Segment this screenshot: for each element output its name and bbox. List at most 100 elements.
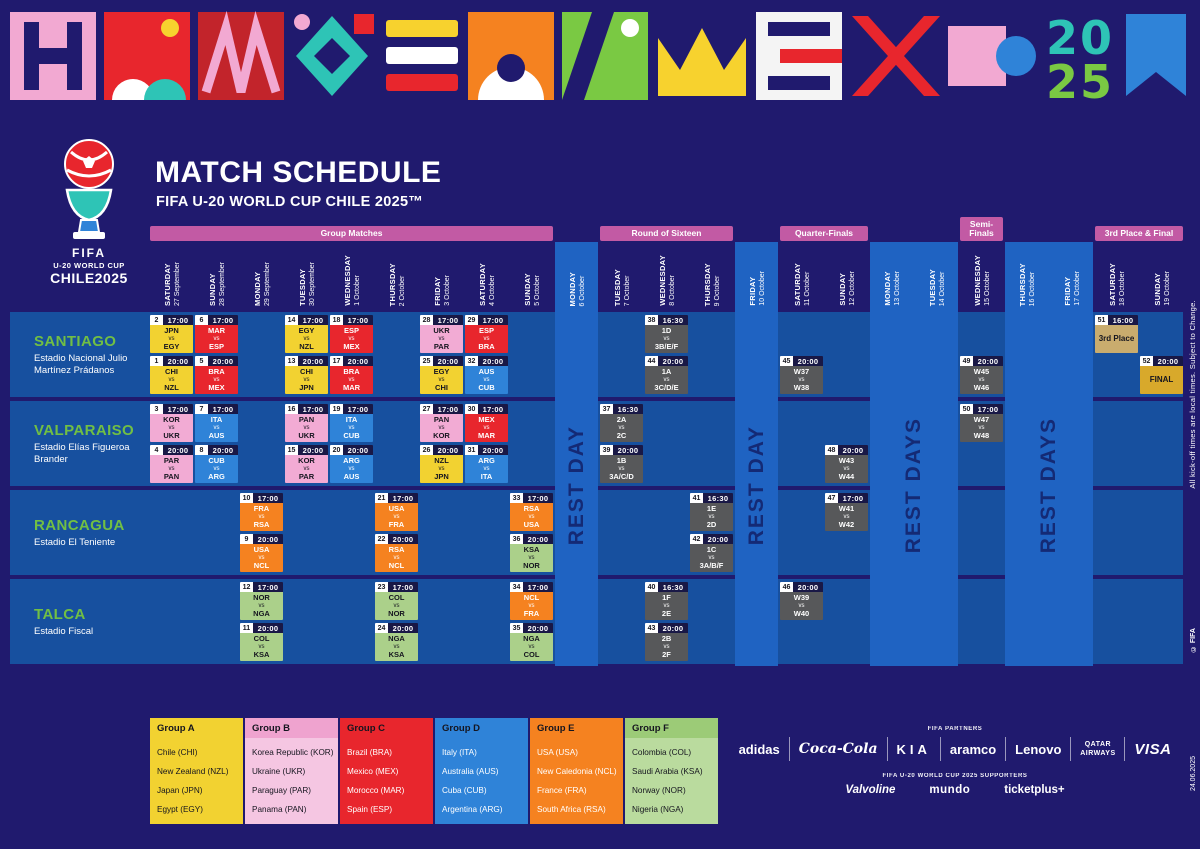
match-teams: USA vs FRA xyxy=(375,503,418,531)
away-team: NOR xyxy=(388,608,405,618)
home-team: RSA xyxy=(388,545,405,554)
vs-label: vs xyxy=(528,602,535,609)
away-team: MEX xyxy=(208,382,225,392)
vs-label: vs xyxy=(213,335,220,342)
date-header-text: TUESDAY 30 September xyxy=(297,262,317,306)
home-team: MAR xyxy=(207,326,226,335)
team-entry: France (FRA) xyxy=(537,786,587,795)
home-team: ARG xyxy=(478,456,495,465)
match-header: 6 17:00 xyxy=(195,315,238,325)
date-day: WEDNESDAY xyxy=(657,255,667,306)
home-team: USA xyxy=(253,545,270,554)
match-time: 17:00 xyxy=(478,315,508,325)
match-teams: W45 vs W46 xyxy=(960,366,1003,394)
venue-city: TALCA xyxy=(34,605,86,623)
match-time: 20:00 xyxy=(163,356,193,366)
match-cell: 4 20:00 PAR vs PAN xyxy=(150,445,193,483)
home-team: 1A xyxy=(661,367,672,376)
rest-label: REST DAY xyxy=(744,424,768,546)
match-time: 17:00 xyxy=(343,404,373,414)
match-teams: FRA vs RSA xyxy=(240,503,283,531)
vs-label: vs xyxy=(978,376,985,383)
date-value: 15 October xyxy=(983,271,991,306)
match-header: 7 17:00 xyxy=(195,404,238,414)
home-team: ESP xyxy=(343,326,359,335)
match-time: 20:00 xyxy=(973,356,1003,366)
match-number: 9 xyxy=(240,534,253,544)
rest-period: REST DAYS xyxy=(1005,242,1093,666)
match-time: 17:00 xyxy=(208,404,238,414)
match-cell: 49 20:00 W45 vs W46 xyxy=(960,356,1003,394)
partner-logo-qatarairways: QATAR AIRWAYS xyxy=(1070,737,1124,761)
date-header: WEDNESDAY 15 October xyxy=(960,244,1003,306)
date-header: THURSDAY 16 October xyxy=(1005,244,1048,306)
match-teams: 3rd Place xyxy=(1095,325,1138,353)
rest-label: REST DAYS xyxy=(1037,416,1060,554)
date-header-text: MONDAY 13 October xyxy=(882,271,902,306)
group-teams: Italy (ITA) Australia (AUS) Cuba (CUB) Arge… xyxy=(435,738,528,824)
phase-header: Round of Sixteen xyxy=(600,226,733,241)
match-cell: 51 16:00 3rd Place xyxy=(1095,315,1138,353)
match-header: 15 20:00 xyxy=(285,445,328,455)
match-header: 43 20:00 xyxy=(645,623,688,633)
match-time: 20:00 xyxy=(523,534,553,544)
match-teams: 1C vs 3A/B/F xyxy=(690,544,733,572)
away-team: NZL xyxy=(164,382,179,392)
date-header: SUNDAY 19 October xyxy=(1140,244,1183,306)
vs-label: vs xyxy=(168,424,175,431)
vs-label: vs xyxy=(663,376,670,383)
home-team: KOR xyxy=(163,415,180,424)
match-number: 40 xyxy=(645,582,658,592)
vs-label: vs xyxy=(438,424,445,431)
match-cell: 34 17:00 NCL vs FRA xyxy=(510,582,553,620)
match-header: 12 17:00 xyxy=(240,582,283,592)
vs-label: vs xyxy=(528,643,535,650)
svg-text:20: 20 xyxy=(1046,11,1114,65)
home-team: EGY xyxy=(298,326,315,335)
home-team: W41 xyxy=(838,504,855,513)
match-time: 16:30 xyxy=(658,582,688,592)
match-header: 3 17:00 xyxy=(150,404,193,414)
match-teams: ITA vs AUS xyxy=(195,414,238,442)
away-team: KSA xyxy=(253,649,270,659)
home-team: CHI xyxy=(300,367,313,376)
match-teams: KOR vs UKR xyxy=(150,414,193,442)
match-teams: W47 vs W48 xyxy=(960,414,1003,442)
match-teams: W43 vs W44 xyxy=(825,455,868,483)
match-teams: CHI vs JPN xyxy=(285,366,328,394)
date-day: MONDAY xyxy=(252,271,262,306)
match-header: 49 20:00 xyxy=(960,356,1003,366)
match-header: 47 17:00 xyxy=(825,493,868,503)
group-teams: Colombia (COL) Saudi Arabia (KSA) Norway (… xyxy=(625,738,718,824)
team-entry: Nigeria (NGA) xyxy=(632,805,684,814)
match-header: 52 20:00 xyxy=(1140,356,1183,366)
date-header-text: THURSDAY 2 October xyxy=(387,263,407,306)
match-number: 36 xyxy=(510,534,523,544)
vs-label: vs xyxy=(348,335,355,342)
match-teams: ARG vs ITA xyxy=(465,455,508,483)
home-team: NOR xyxy=(253,593,270,602)
home-team: 2A xyxy=(616,415,627,424)
group-box: Group E USA (USA) New Caledonia (NCL) Franc… xyxy=(530,718,623,824)
match-number: 7 xyxy=(195,404,208,414)
date-day: MONDAY xyxy=(882,271,892,306)
group-teams: Korea Republic (KOR) Ukraine (UKR) Paragua… xyxy=(245,738,338,824)
venue-city: SANTIAGO xyxy=(34,333,117,350)
date-value: 18 October xyxy=(1118,271,1126,306)
match-cell: 46 20:00 W39 vs W40 xyxy=(780,582,823,620)
date-day: SATURDAY xyxy=(792,263,802,306)
copyright-note: © FIFA xyxy=(1190,628,1197,653)
group-name: Group D xyxy=(435,718,528,738)
match-time: 20:00 xyxy=(343,356,373,366)
match-cell: 28 17:00 UKR vs PAR xyxy=(420,315,463,353)
match-time: 20:00 xyxy=(658,356,688,366)
home-team: ITA xyxy=(345,415,358,424)
vs-label: vs xyxy=(213,376,220,383)
group-name: Group A xyxy=(150,718,243,738)
team-entry: Japan (JPN) xyxy=(157,786,203,795)
vs-label: vs xyxy=(213,465,220,472)
match-time: 20:00 xyxy=(613,445,643,455)
match-teams: KOR vs PAR xyxy=(285,455,328,483)
match-number: 19 xyxy=(330,404,343,414)
away-team: NZL xyxy=(299,341,314,351)
